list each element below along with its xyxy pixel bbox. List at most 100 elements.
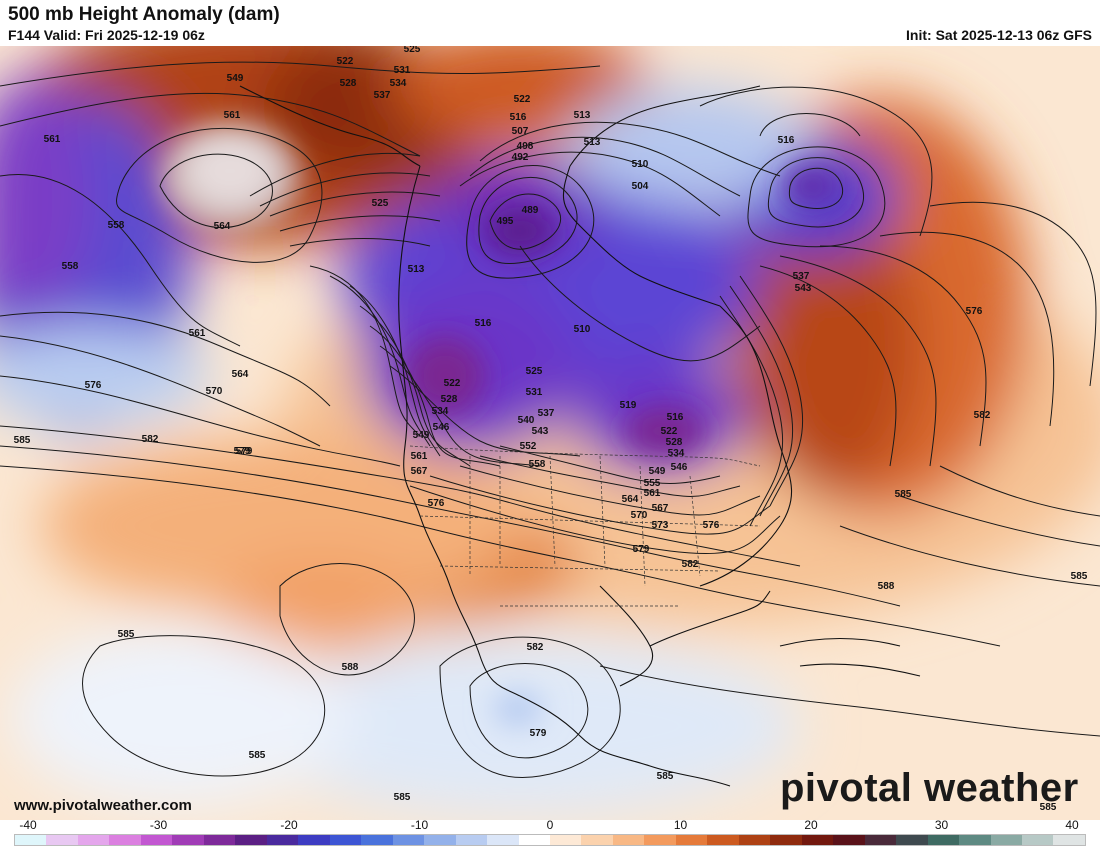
colorbar-swatch (361, 835, 393, 845)
colorbar-tick-label: 20 (804, 818, 818, 832)
contour-label: 498 (517, 141, 534, 152)
contour-label: 576 (966, 306, 983, 317)
contour-label: 579 (633, 544, 650, 555)
colorbar-swatch (329, 835, 362, 845)
contour-label: 564 (232, 369, 249, 380)
contour-label: 522 (337, 56, 354, 67)
contour-label: 537 (793, 271, 810, 282)
colorbar-tick-label: -40 (19, 818, 37, 832)
colorbar-tick-label: -10 (410, 818, 429, 832)
contour-label: 561 (224, 110, 241, 121)
state-borders (409, 445, 761, 607)
contour-label: 567 (411, 466, 428, 477)
colorbar-swatch (990, 835, 1022, 845)
contour-label: 582 (682, 559, 699, 570)
colorbar-swatch (612, 835, 645, 845)
contour-label: 558 (108, 220, 125, 231)
website-url[interactable]: www.pivotalweather.com (14, 797, 192, 814)
contour-label: 585 (657, 771, 674, 782)
contour-label: 585 (14, 435, 31, 446)
colorbar-swatch (109, 835, 141, 845)
colorbar-swatch (46, 835, 78, 845)
colorbar-ticks: -40 -30 -20 -10 0 10 20 30 40 (0, 818, 1100, 834)
contour-label: 576 (428, 498, 445, 509)
contour-label: 588 (878, 581, 895, 592)
contour-label: 492 (512, 152, 529, 163)
contour-label: 531 (526, 387, 543, 398)
contour-label: 573 (652, 520, 669, 531)
contour-label: 582 (142, 434, 159, 445)
colorbar-swatch (15, 835, 47, 845)
contour-label: 585 (1040, 802, 1057, 813)
colorbar-swatch (707, 835, 739, 845)
weather-map[interactable]: 525 522 531 528 534 537 549 561 561 558 558 564 525 5… (0, 46, 1100, 820)
colorbar-swatch (392, 835, 425, 845)
contour-label: 528 (441, 394, 458, 405)
valid-time: F144 Valid: Fri 2025-12-19 06z (8, 27, 205, 43)
colorbar-swatch (675, 835, 708, 845)
colorbar-tick-label: 40 (1065, 818, 1079, 832)
contour-label: 510 (632, 159, 649, 170)
colorbar-swatch (549, 835, 582, 845)
colorbar-swatch (1053, 835, 1085, 845)
colorbar-swatch (235, 835, 267, 845)
contour-label: 540 (518, 415, 535, 426)
contour-label: 585 (895, 489, 912, 500)
colorbar-swatch (518, 835, 550, 845)
colorbar-tick-label: 0 (546, 818, 554, 832)
colorbar-swatch (864, 835, 897, 845)
contour-label: 585 (394, 792, 411, 803)
contour-label: 561 (44, 134, 61, 145)
colorbar-swatch (487, 835, 519, 845)
contour-label: 564 (622, 494, 639, 505)
contour-label: 525 (404, 46, 421, 55)
contour-label: 567 (652, 503, 669, 514)
contour-label: 564 (214, 221, 231, 232)
contour-label: 531 (394, 65, 411, 76)
contour-label: 528 (340, 78, 357, 89)
contour-label: 534 (390, 78, 407, 89)
colorbar-tick-label: 30 (934, 818, 949, 832)
contour-label: 558 (529, 459, 546, 470)
contour-label: 570 (206, 386, 223, 397)
map-header: 500 mb Height Anomaly (dam) F144 Valid: … (0, 0, 1100, 46)
colorbar-swatch (833, 835, 865, 845)
contour-label: 549 (227, 73, 244, 84)
colorbar-swatch (1022, 835, 1054, 845)
contour-label: 528 (666, 437, 683, 448)
contour-label: 546 (433, 422, 450, 433)
colorbar-swatch (266, 835, 299, 845)
colorbar-swatch (927, 835, 960, 845)
contour-label: 513 (408, 264, 425, 275)
contour-label: 561 (411, 451, 428, 462)
contour-label: 543 (795, 283, 812, 294)
contour-label: 522 (444, 378, 461, 389)
map-title: 500 mb Height Anomaly (dam) (8, 4, 280, 25)
contour-label: 576 (85, 380, 102, 391)
contour-label: 534 (432, 406, 449, 417)
contour-label: 588 (342, 662, 359, 673)
contour-label: 522 (661, 426, 678, 437)
contour-label: 579 (530, 728, 547, 739)
contour-label: 504 (632, 181, 649, 192)
height-contours (0, 61, 1100, 778)
colorbar-swatch (203, 835, 236, 845)
contour-label: 585 (118, 629, 135, 640)
contour-label: 543 (532, 426, 549, 437)
contour-label: 576 (703, 520, 720, 531)
colorbar-swatch (801, 835, 834, 845)
coastlines (239, 85, 921, 787)
colorbar-swatch (172, 835, 204, 845)
contour-label: 570 (631, 510, 648, 521)
contour-label: 585 (1071, 571, 1088, 582)
colorbar-tick-label: -20 (280, 818, 298, 832)
contour-label: 510 (574, 324, 591, 335)
contour-label: 582 (974, 410, 991, 421)
colorbar-swatch (581, 835, 613, 845)
init-time: Init: Sat 2025-12-13 06z GFS (906, 27, 1092, 43)
colorbar-swatch (896, 835, 928, 845)
contour-label: 513 (574, 110, 591, 121)
contour-label: 516 (667, 412, 684, 423)
